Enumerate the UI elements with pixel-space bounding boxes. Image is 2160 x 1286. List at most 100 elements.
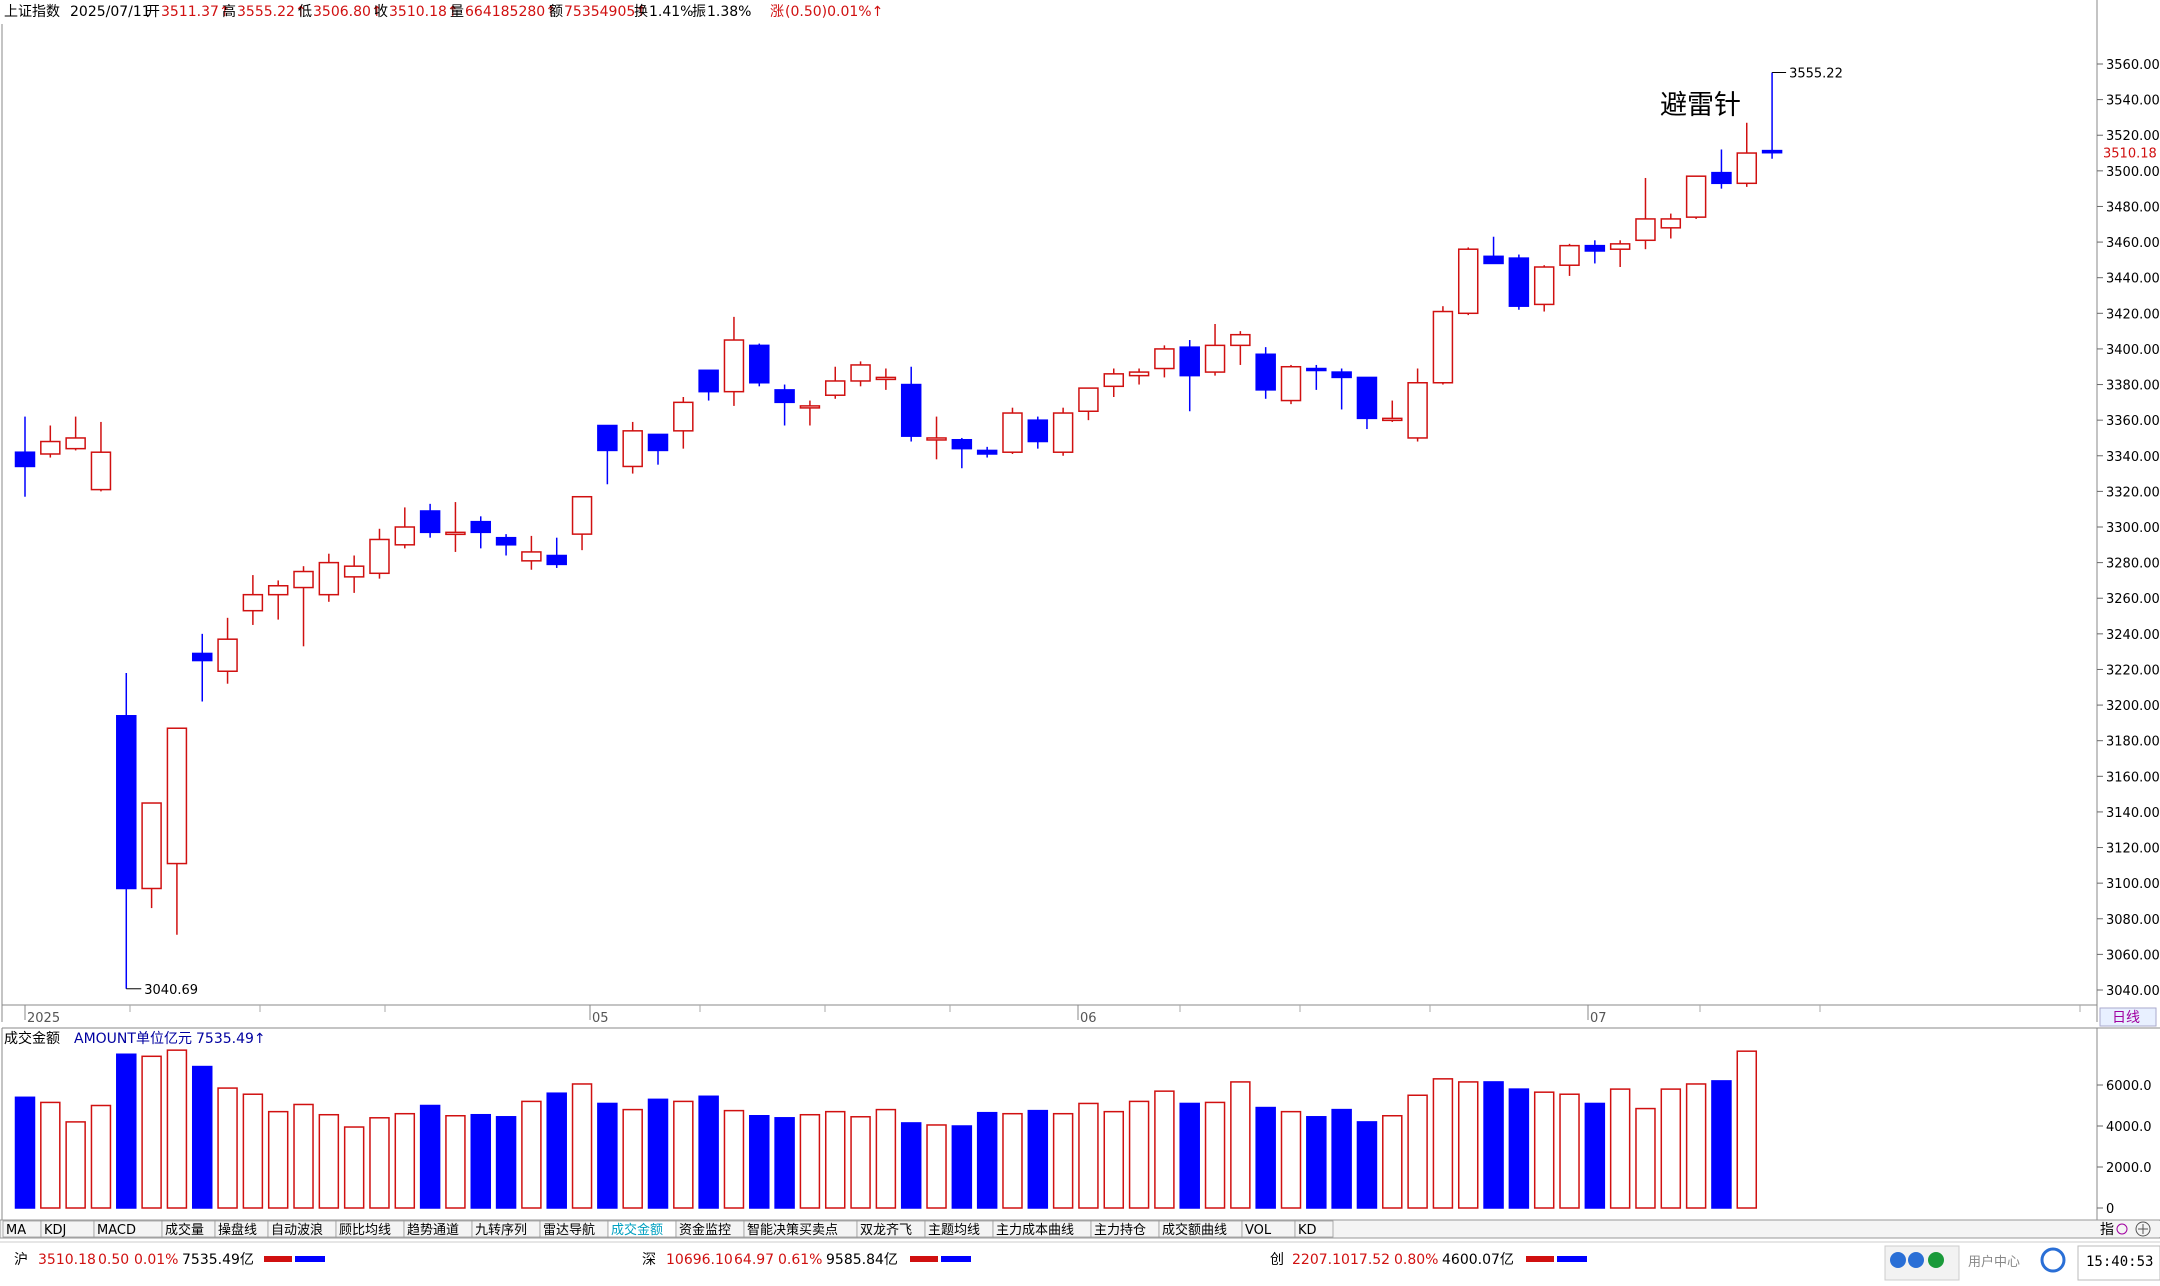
candle[interactable] xyxy=(1533,265,1555,312)
indicator-tab[interactable]: KDJ xyxy=(40,1220,95,1238)
buy-icon[interactable] xyxy=(1908,1252,1924,1268)
sh-index-status[interactable]: 沪 3510.18 0.50 0.01% 7535.49亿 xyxy=(14,1252,325,1268)
candle[interactable] xyxy=(1382,400,1403,422)
indicator-tab[interactable]: 九转序列 xyxy=(471,1220,541,1238)
candle[interactable] xyxy=(951,437,973,469)
right-tab-label[interactable]: 指 xyxy=(2100,1222,2114,1238)
indicator-tab[interactable]: 主力成本曲线 xyxy=(992,1220,1092,1238)
candle[interactable] xyxy=(1635,177,1656,250)
candle[interactable] xyxy=(774,384,795,426)
candle[interactable] xyxy=(495,534,517,556)
candle[interactable] xyxy=(293,566,314,647)
candle[interactable] xyxy=(1483,236,1504,265)
candle[interactable] xyxy=(40,425,61,458)
candle[interactable] xyxy=(1584,240,1606,264)
cy-index-status[interactable]: 创 2207.10 17.52 0.80% 4600.07亿 xyxy=(1270,1252,1587,1268)
candle[interactable] xyxy=(1255,347,1276,399)
candle[interactable] xyxy=(1761,72,1783,159)
indicator-tab[interactable]: MACD xyxy=(93,1220,163,1238)
indicator-tab[interactable]: VOL xyxy=(1241,1220,1296,1238)
candle[interactable] xyxy=(1508,254,1530,310)
candle[interactable] xyxy=(1052,407,1074,456)
candle[interactable] xyxy=(1711,149,1732,189)
indicator-tab[interactable]: 主力持仓 xyxy=(1090,1220,1160,1238)
sz-index-status[interactable]: 深 10696.10 64.97 0.61% 9585.84亿 xyxy=(642,1252,971,1268)
candle[interactable] xyxy=(65,416,86,451)
candle[interactable] xyxy=(166,727,188,935)
user-center-link[interactable]: 用户中心 xyxy=(1968,1254,2020,1270)
candle[interactable] xyxy=(394,507,416,549)
candle[interactable] xyxy=(1154,345,1175,378)
candle[interactable] xyxy=(673,397,694,449)
price-panel[interactable] xyxy=(1,0,2160,1029)
candle[interactable] xyxy=(1103,368,1125,398)
indicator-tab[interactable]: 成交额曲线 xyxy=(1158,1220,1243,1238)
candle[interactable] xyxy=(1457,247,1479,316)
candle[interactable] xyxy=(1432,306,1454,385)
candle[interactable] xyxy=(1027,416,1049,449)
candle[interactable] xyxy=(470,516,492,549)
indicator-tab[interactable]: 自动波浪 xyxy=(267,1220,337,1238)
candle[interactable] xyxy=(571,495,593,551)
candle[interactable] xyxy=(698,369,719,401)
candle[interactable] xyxy=(419,503,441,538)
candle[interactable] xyxy=(647,433,669,465)
indicator-tab[interactable]: 成交金额 xyxy=(607,1220,677,1238)
indicator-tab[interactable]: MA xyxy=(2,1220,42,1238)
candle[interactable] xyxy=(900,366,922,442)
candle[interactable] xyxy=(622,421,643,474)
indicator-tab[interactable]: 操盘线 xyxy=(214,1220,269,1238)
candle[interactable] xyxy=(597,424,618,485)
candle[interactable] xyxy=(521,535,542,570)
candle[interactable] xyxy=(546,537,567,568)
indicator-tab[interactable]: 成交量 xyxy=(161,1220,216,1238)
candle[interactable] xyxy=(242,575,264,625)
candle[interactable] xyxy=(749,343,770,387)
candle[interactable] xyxy=(926,416,947,460)
candle[interactable] xyxy=(1128,368,1150,385)
candle[interactable] xyxy=(723,316,745,406)
candle[interactable] xyxy=(343,555,365,593)
candle[interactable] xyxy=(318,553,340,602)
candle[interactable] xyxy=(267,580,289,620)
period-tab[interactable]: 日线 xyxy=(2099,1007,2157,1027)
candle[interactable] xyxy=(1280,364,1302,405)
candle[interactable] xyxy=(1356,376,1378,430)
candle[interactable] xyxy=(1660,213,1682,239)
signal-icon[interactable] xyxy=(2040,1247,2066,1273)
refresh-icon[interactable] xyxy=(1928,1252,1944,1268)
candle[interactable] xyxy=(1002,407,1023,454)
indicator-tab[interactable]: 资金监控 xyxy=(675,1220,745,1238)
candle[interactable] xyxy=(191,633,213,702)
indicator-tab[interactable]: 智能决策买卖点 xyxy=(743,1220,858,1238)
candle[interactable] xyxy=(799,400,821,426)
candle[interactable] xyxy=(1736,122,1758,187)
candle[interactable] xyxy=(824,366,846,399)
candle[interactable] xyxy=(850,361,871,387)
candle[interactable] xyxy=(875,368,897,390)
indicator-tab[interactable]: 趋势通道 xyxy=(403,1220,473,1238)
indicator-tab[interactable]: 双龙齐飞 xyxy=(856,1220,926,1238)
indicator-tab[interactable]: 雷达导航 xyxy=(539,1220,609,1238)
candle[interactable] xyxy=(976,446,998,458)
volume-bar-series[interactable] xyxy=(14,1049,1758,1209)
candle[interactable] xyxy=(445,502,466,552)
candlestick-series[interactable] xyxy=(14,72,1783,989)
s-icon[interactable] xyxy=(1890,1252,1906,1268)
candle[interactable] xyxy=(1230,331,1251,365)
indicator-tab[interactable]: 主题均线 xyxy=(924,1220,994,1238)
candle[interactable] xyxy=(1204,323,1226,376)
candle[interactable] xyxy=(369,528,390,579)
candle[interactable] xyxy=(1407,368,1428,442)
candle[interactable] xyxy=(141,802,162,909)
candle[interactable] xyxy=(217,617,238,684)
candle[interactable] xyxy=(1078,387,1099,421)
indicator-tab[interactable]: KD xyxy=(1294,1220,1334,1238)
candle[interactable] xyxy=(116,673,137,989)
candle[interactable] xyxy=(1559,243,1580,276)
indicator-tab[interactable]: 顾比均线 xyxy=(335,1220,405,1238)
candle[interactable] xyxy=(1331,368,1352,410)
candle[interactable] xyxy=(14,416,36,497)
tab-toggle-icon[interactable] xyxy=(2116,1223,2128,1235)
